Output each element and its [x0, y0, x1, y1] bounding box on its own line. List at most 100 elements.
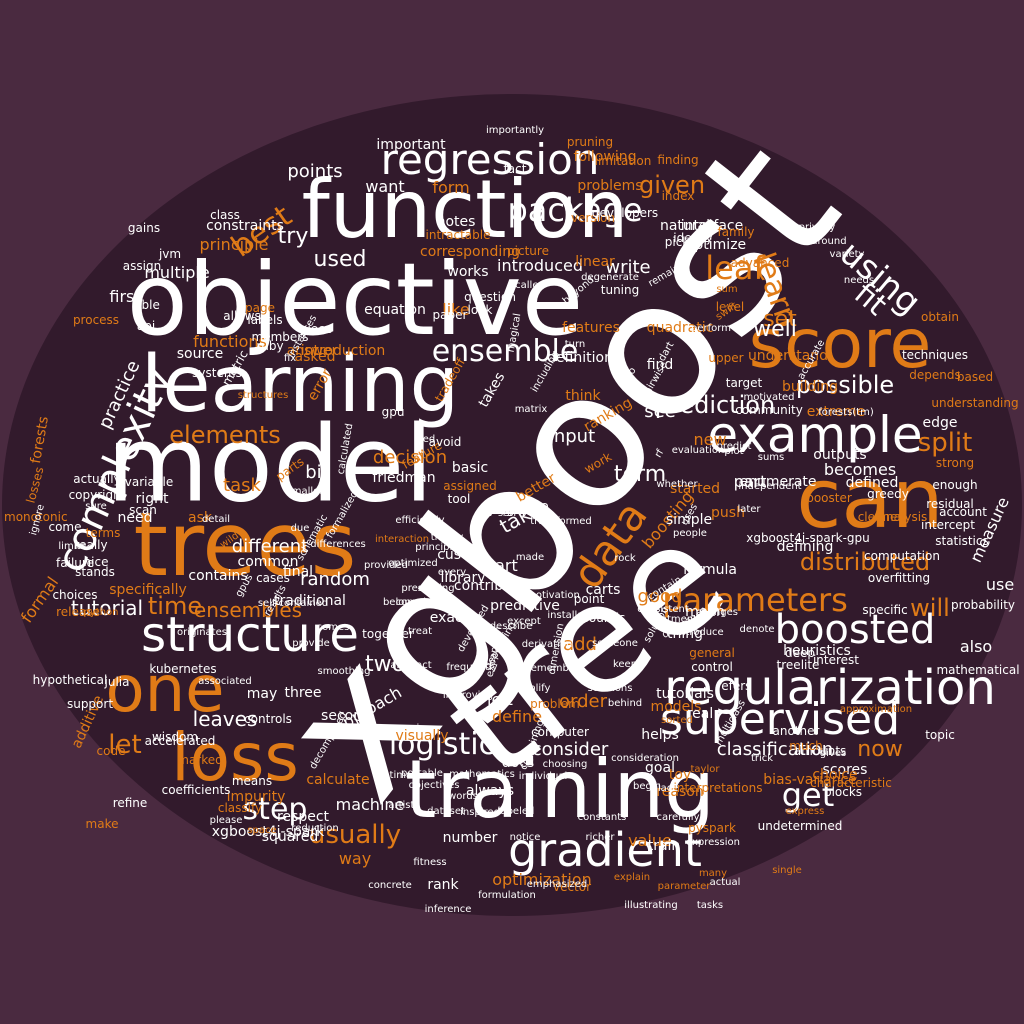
word-abstract: abstract [390, 660, 432, 671]
word-changes: changes [695, 607, 739, 618]
word-contains: contains [188, 568, 248, 584]
word-real: real [686, 706, 714, 722]
word-learning: learning [140, 340, 460, 430]
word-carts: carts [585, 582, 621, 598]
word-good: good [637, 586, 683, 607]
word-portable: portable [401, 768, 443, 779]
word-ensembles: ensembles [193, 598, 303, 622]
word-efficiently: efficiently [395, 515, 445, 526]
word-controls: controls [244, 712, 292, 726]
word-gains: gains [127, 221, 161, 235]
word-parameters: parameters [662, 581, 848, 619]
word-see: see [644, 401, 676, 422]
word-time: time [147, 592, 203, 620]
word-vector: vector [552, 880, 592, 894]
word-optimal: optimal [377, 770, 415, 781]
word-models: models [650, 699, 702, 715]
word-works: works [447, 264, 489, 280]
word-outputs: outputs [813, 447, 867, 463]
word-specifically: specifically [109, 582, 187, 598]
word-scores: scores [822, 762, 868, 778]
word-principled: principled [415, 542, 465, 553]
word-single: single [772, 865, 802, 876]
word-train: train [647, 838, 681, 854]
word-visually: visually [395, 728, 449, 744]
word-made: made [515, 552, 545, 563]
word-simply: simply [495, 506, 529, 517]
word-preserving: preserving [401, 583, 455, 594]
word-friedman: friedman [372, 470, 436, 486]
word-linear: linear [575, 254, 615, 270]
word-artists: artists [388, 800, 420, 811]
word-provide: provide [292, 638, 330, 649]
word-code: code [96, 744, 126, 758]
word-complicated: complicated [481, 506, 543, 517]
word-exactly: exactly [429, 610, 481, 626]
word-optimized: optimized [388, 558, 438, 569]
word-one: one [105, 653, 225, 727]
word-perform: perform [691, 323, 731, 334]
word-understand: understand [747, 348, 829, 364]
word-split: split [917, 428, 973, 458]
word-intercept: intercept [921, 518, 975, 532]
word-refers: refers [716, 679, 752, 693]
word-rock: rock [614, 553, 636, 564]
word-corresponding: corresponding [420, 244, 520, 260]
word-principle: principle [199, 235, 269, 254]
word-new: new [693, 430, 727, 449]
word-choosing: choosing [542, 759, 588, 770]
word-pick: pick [664, 235, 690, 249]
word-classification: classification [716, 739, 834, 760]
word-gives: gives [819, 748, 847, 759]
word-gradient: gradient [508, 823, 702, 877]
word-summary: summary [488, 506, 536, 517]
word-important: important [376, 137, 446, 153]
word-transformed: transformed [530, 516, 592, 527]
word-right: right [135, 491, 169, 507]
word-terms: terms [85, 526, 121, 540]
word-derivation: derivation [521, 639, 573, 650]
word-formula: formula [683, 562, 737, 578]
word-turn: turn [564, 339, 586, 350]
word-class: class [210, 208, 240, 222]
word-usually: usually [308, 820, 402, 850]
word-number: number [442, 830, 498, 846]
word-contribute: contribute [453, 578, 527, 594]
word-residual: residual [926, 497, 974, 511]
word-push: push [711, 505, 745, 521]
word-find: find [646, 357, 674, 373]
word-actual: actual [709, 877, 741, 888]
word-please: please [209, 815, 243, 826]
word-always: always [465, 783, 515, 799]
word-techniques: techniques [901, 348, 969, 362]
word-package: package [507, 191, 643, 229]
word-based: based [956, 370, 994, 384]
word-whether: whether [656, 479, 698, 490]
word-heuristics: heuristics [783, 643, 851, 659]
word-space: space [247, 825, 277, 836]
word-defined: defined [845, 475, 899, 491]
word-bit: bit [305, 462, 329, 483]
word-problem: problem [530, 697, 580, 711]
word-undetermined: undetermined [757, 819, 843, 833]
word-target: target [725, 376, 763, 390]
word-predictive: predictive [490, 598, 560, 614]
word-classify: classify [217, 801, 263, 815]
word-originates: originates [177, 627, 227, 638]
word-use: use [985, 575, 1015, 594]
word-amounts: amounts [793, 744, 847, 758]
word-notice: notice [509, 832, 541, 843]
word-red: red [418, 434, 436, 445]
word-computer: computer [531, 725, 589, 739]
word-impurity: impurity [226, 789, 286, 805]
word-wisdom: wisdom [151, 730, 199, 744]
word-regression: regression [380, 135, 600, 184]
word-carefully: carefully [656, 812, 700, 823]
word-limits: limits [58, 541, 86, 552]
word-term: term [613, 462, 667, 487]
word-left: left [487, 690, 513, 709]
word-custom: custom [437, 547, 489, 563]
word-two: two [364, 652, 406, 677]
word-helps: helps [641, 727, 679, 743]
